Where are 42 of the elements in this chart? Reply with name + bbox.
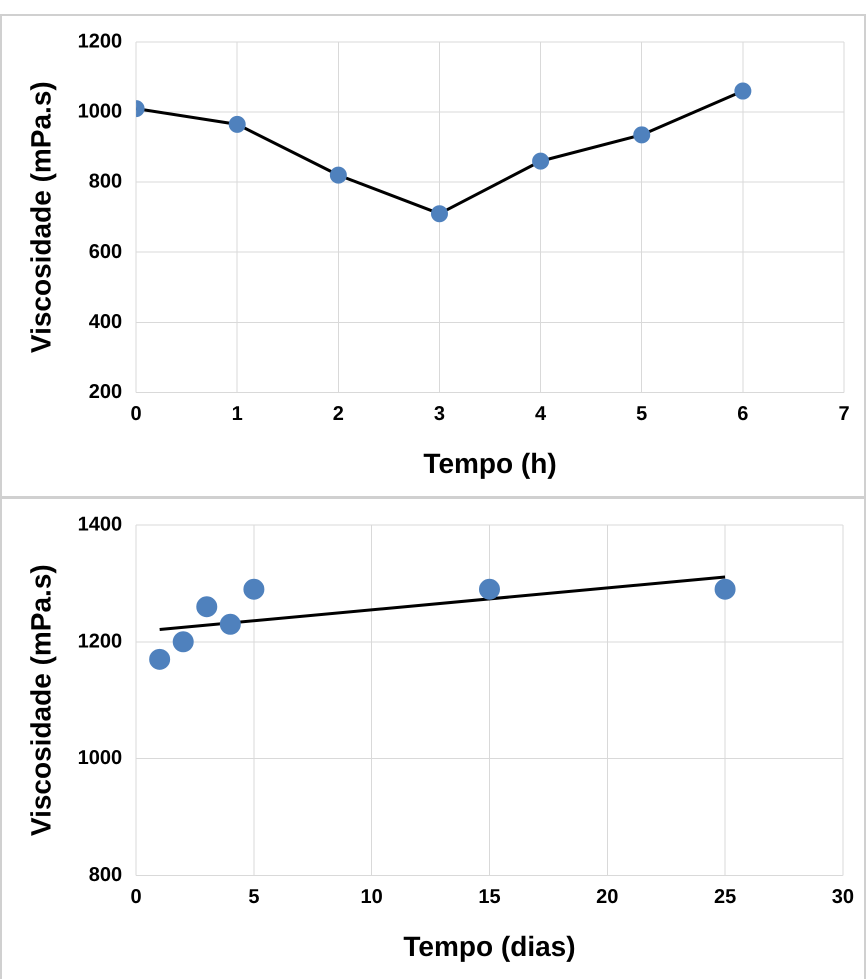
x-tick-label: 1 [232, 402, 243, 425]
y-tick-label: 200 [88, 380, 122, 403]
x-tick-label: 4 [535, 402, 548, 425]
x-tick-label: 0 [130, 402, 142, 425]
point [228, 116, 246, 133]
y-tick-label: 1400 [78, 514, 122, 536]
x-tick-label: 2 [332, 402, 344, 425]
y-axis-title: Viscosidade (mPa.s) [26, 81, 57, 354]
x-axis-title: Tempo (dias) [403, 930, 576, 962]
x-tick-label: 20 [596, 886, 618, 908]
x-tick-label: 25 [714, 886, 736, 908]
y-tick-label: 800 [88, 864, 122, 886]
point [220, 614, 241, 635]
point [243, 578, 264, 600]
x-tick-label: 3 [434, 402, 446, 425]
x-tick-label: 15 [478, 886, 501, 908]
point [330, 166, 347, 184]
x-tick-label: 10 [360, 886, 383, 908]
y-tick-label: 400 [88, 310, 122, 333]
x-tick-label: 5 [636, 402, 648, 425]
y-tick-label: 1000 [78, 100, 122, 123]
point [532, 152, 550, 170]
point [633, 126, 650, 144]
x-tick-label: 7 [838, 402, 850, 425]
x-tick-label: 6 [737, 402, 748, 425]
y-tick-label: 600 [88, 240, 122, 263]
x-axis-title: Tempo (h) [423, 448, 557, 479]
y-tick-label: 800 [88, 170, 122, 193]
point [478, 578, 500, 600]
point [714, 578, 736, 600]
y-axis-title: Viscosidade (mPa.s) [26, 564, 57, 836]
point [196, 596, 218, 618]
y-tick-label: 1200 [78, 630, 122, 652]
x-tick-label: 5 [248, 886, 260, 908]
point [172, 631, 194, 652]
point [734, 82, 752, 100]
y-tick-label: 1000 [78, 747, 122, 770]
y-tick-label: 1200 [78, 30, 122, 53]
point [149, 648, 170, 670]
x-tick-label: 30 [832, 886, 854, 908]
x-tick-label: 0 [130, 886, 142, 908]
point [430, 205, 448, 222]
